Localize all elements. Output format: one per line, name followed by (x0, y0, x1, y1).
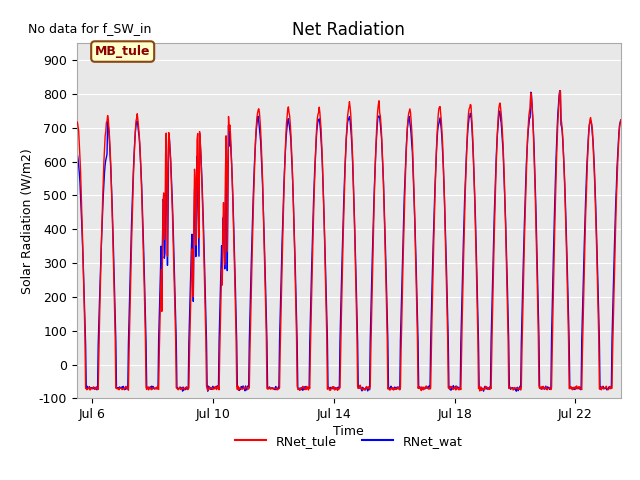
RNet_wat (90, 384, 98, 390)
Y-axis label: Solar Radiation (W/m2): Solar Radiation (W/m2) (20, 148, 33, 294)
RNet_wat (403, 136, 411, 142)
RNet_tule (431, 190, 439, 195)
RNet_wat (513, 388, 520, 394)
Text: No data for f_SW_in: No data for f_SW_in (28, 22, 151, 35)
RNet_tule (403, 136, 411, 142)
RNet_wat (557, 88, 564, 94)
RNet_tule (73, 119, 81, 125)
RNet_wat (73, 151, 81, 156)
RNet_tule (476, 388, 484, 394)
RNet_tule (617, 117, 625, 123)
X-axis label: Time: Time (333, 425, 364, 438)
RNet_tule (90, 384, 98, 390)
RNet_wat (431, 182, 439, 188)
RNet_wat (607, 385, 615, 391)
RNet_tule (557, 88, 564, 94)
RNet_tule (607, 385, 615, 391)
RNet_tule (610, 295, 618, 300)
Line: RNet_wat: RNet_wat (77, 91, 621, 391)
Line: RNet_tule: RNet_tule (77, 91, 621, 391)
Text: MB_tule: MB_tule (95, 45, 150, 58)
RNet_wat (617, 117, 625, 123)
RNet_wat (610, 264, 618, 269)
Legend: RNet_tule, RNet_wat: RNet_tule, RNet_wat (230, 430, 468, 453)
RNet_tule (331, 387, 339, 393)
RNet_wat (331, 386, 339, 392)
Title: Net Radiation: Net Radiation (292, 21, 405, 39)
